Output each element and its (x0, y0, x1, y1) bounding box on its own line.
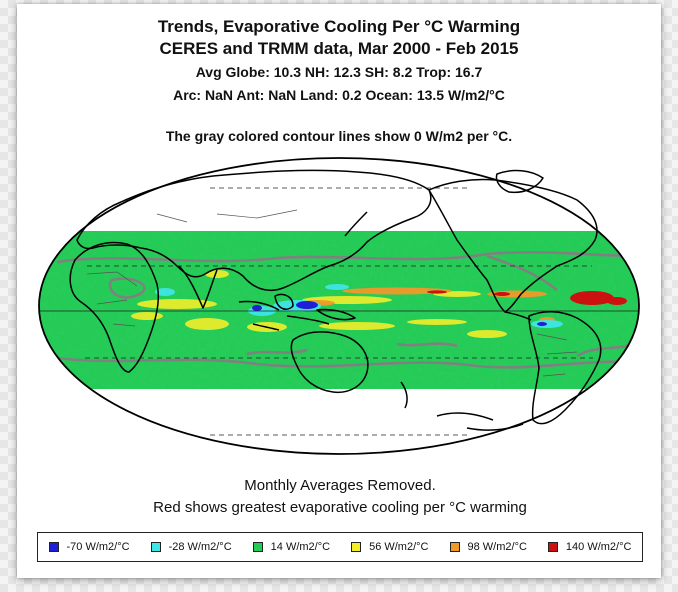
new-guinea-outline (316, 308, 356, 321)
india-outline (178, 265, 218, 309)
latitude-lines (85, 187, 593, 436)
legend-label: -28 W/m2/°C (168, 541, 232, 553)
legend-item: 56 W/m2/°C (351, 541, 429, 553)
yellow-patches (131, 270, 507, 338)
footer-line-1: Monthly Averages Removed. (244, 477, 436, 494)
legend-item: -70 W/m2/°C (48, 541, 130, 553)
legend-item: 14 W/m2/°C (252, 541, 331, 553)
legend-item: 98 W/m2/°C (449, 541, 527, 553)
legend-item: 140 W/m2/°C (547, 541, 632, 553)
north-america-outline (428, 178, 598, 313)
country-borders (86, 209, 578, 377)
legend-swatch (547, 542, 558, 552)
japan-outline (344, 211, 368, 237)
world-map (38, 157, 640, 455)
legend-label: -70 W/m2/°C (66, 541, 130, 553)
legend-label: 14 W/m2/°C (270, 541, 331, 553)
zero-contours (56, 250, 639, 369)
tropics-trend-band (39, 231, 639, 389)
stats-line-2: Arc: NaN Ant: NaN Land: 0.2 Ocean: 13.5 … (173, 87, 505, 103)
legend-label: 56 W/m2/°C (369, 541, 429, 553)
borneo-outline (274, 293, 294, 310)
legend-item: -28 W/m2/°C (150, 541, 232, 553)
greenland-outline (495, 169, 544, 194)
footer-line-2: Red shows greatest evaporative cooling p… (153, 499, 527, 516)
contour-note: The gray colored contour lines show 0 W/… (165, 128, 513, 144)
title-line-2: CERES and TRMM data, Mar 2000 - Feb 2015 (159, 39, 519, 58)
indonesia-outline (238, 300, 330, 331)
dark-blue-patches (252, 301, 547, 326)
color-legend: -70 W/m2/°C -28 W/m2/°C 14 W/m2/°C 56 W/m2/… (37, 532, 643, 562)
south-america-outline (528, 311, 602, 425)
legend-swatch (48, 542, 59, 552)
red-patches (427, 290, 627, 305)
stats-line-1: Avg Globe: 10.3 NH: 12.3 SH: 8.2 Trop: 1… (195, 64, 483, 80)
eurasia-outline (76, 169, 432, 292)
map-border (38, 157, 640, 455)
nz-outline (400, 381, 408, 409)
legend-swatch (252, 542, 263, 552)
legend-swatch (449, 542, 460, 552)
legend-label: 98 W/m2/°C (467, 541, 527, 553)
legend-label: 140 W/m2/°C (565, 541, 632, 553)
legend-swatch (351, 542, 362, 552)
australia-outline (290, 331, 369, 394)
legend-swatch (150, 542, 161, 552)
coastlines (69, 169, 602, 431)
title-line-1: Trends, Evaporative Cooling Per °C Warmi… (157, 17, 521, 36)
figure-card: Trends, Evaporative Cooling Per °C Warmi… (17, 4, 661, 578)
